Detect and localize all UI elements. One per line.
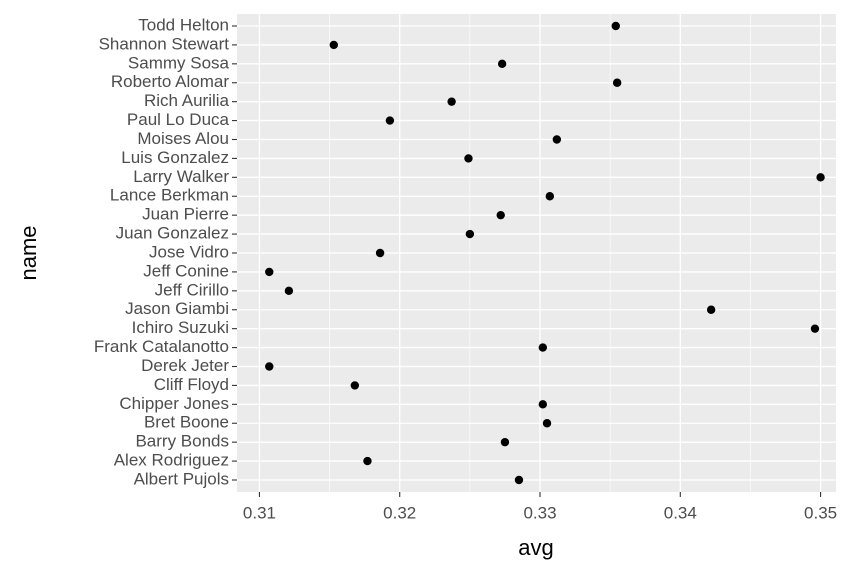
point — [545, 192, 555, 201]
y-tick-label: Frank Catalanotto — [94, 337, 229, 356]
y-tick-label: Shannon Stewart — [99, 34, 230, 53]
point — [612, 78, 622, 87]
y-tick-label: Rich Aurilia — [144, 91, 230, 110]
x-tick-label: 0.33 — [523, 503, 556, 522]
y-tick-label: Bret Boone — [144, 413, 229, 432]
point — [265, 362, 274, 371]
point — [538, 400, 548, 409]
point — [350, 381, 360, 390]
point — [363, 456, 372, 466]
point — [284, 286, 294, 296]
y-tick-label: Sammy Sosa — [128, 53, 230, 72]
y-tick-label: Roberto Alomar — [111, 72, 229, 91]
point — [816, 173, 825, 182]
y-tick-label: Juan Gonzalez — [116, 224, 229, 243]
point — [265, 267, 274, 277]
x-tick-label: 0.31 — [243, 503, 276, 522]
point — [464, 154, 473, 163]
y-tick-label: Juan Pierre — [142, 205, 229, 224]
y-tick-label: Moises Alou — [137, 129, 229, 148]
y-tick-label: Larry Walker — [133, 167, 229, 186]
y-tick-label: Cliff Floyd — [154, 375, 229, 394]
y-tick-label: Luis Gonzalez — [121, 148, 229, 167]
y-tick-label: Jeff Conine — [143, 261, 229, 280]
y-tick-label: Albert Pujols — [134, 469, 229, 488]
point — [500, 437, 510, 447]
y-tick-label: Lance Berkman — [110, 186, 229, 205]
x-tick-label: 0.34 — [664, 503, 697, 522]
point — [385, 116, 395, 125]
point — [375, 248, 385, 258]
point — [542, 419, 552, 428]
y-tick-label: Barry Bonds — [135, 432, 229, 451]
point — [706, 305, 716, 314]
point — [611, 21, 620, 31]
point — [552, 135, 562, 144]
point — [496, 210, 505, 220]
point — [810, 324, 820, 333]
y-tick-label: Jason Giambi — [125, 299, 229, 318]
point — [465, 229, 475, 239]
y-axis-title: name — [16, 225, 41, 280]
y-tick-label: Chipper Jones — [119, 394, 229, 413]
x-tick-label: 0.32 — [383, 503, 416, 522]
y-tick-label: Alex Rodriguez — [114, 451, 229, 470]
y-tick-label: Jeff Cirillo — [155, 280, 229, 299]
x-axis-title: avg — [518, 535, 553, 560]
point — [447, 97, 456, 106]
point — [514, 475, 524, 485]
x-tick-label: 0.35 — [804, 503, 837, 522]
y-tick-label: Paul Lo Duca — [127, 110, 230, 129]
y-tick-label: Derek Jeter — [141, 356, 229, 375]
y-tick-label: Ichiro Suzuki — [132, 318, 229, 337]
point — [329, 40, 338, 50]
y-tick-label: Todd Helton — [138, 15, 229, 34]
point — [497, 59, 507, 69]
point — [538, 343, 548, 352]
y-tick-label: Jose Vidro — [149, 242, 229, 261]
